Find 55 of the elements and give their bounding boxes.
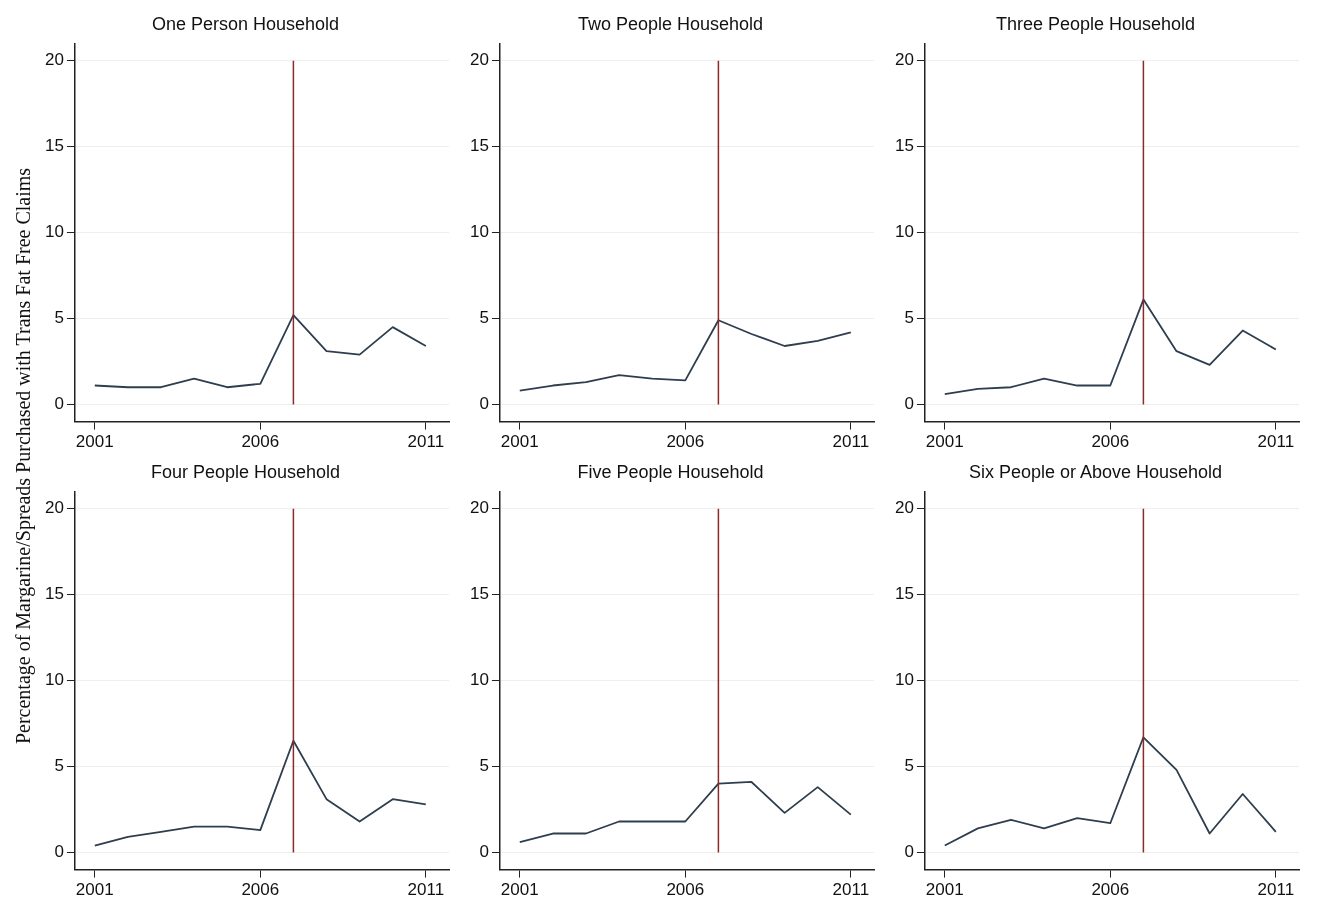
y-tick-label: 15 [894,136,914,156]
y-tick-label: 20 [469,498,489,518]
y-tick-label: 10 [894,222,914,242]
x-tick-label: 2006 [1091,880,1130,900]
y-tick-label: 15 [44,136,64,156]
y-tick-label: 5 [54,308,64,328]
y-tick-label: 5 [479,308,489,328]
y-tick-label: 10 [894,670,914,690]
y-tick-label: 0 [479,394,489,414]
y-tick-label: 5 [904,756,914,776]
chart-title: Five People Household [577,461,764,482]
y-tick-label: 15 [44,584,64,604]
x-tick-label: 2011 [1257,880,1295,900]
x-tick-label: 2011 [1257,432,1295,452]
y-tick-label: 5 [54,756,64,776]
y-tick-label: 10 [469,222,489,242]
x-tick-label: 2006 [1091,432,1130,452]
y-tick-label: 0 [479,842,489,862]
y-tick-label: 5 [904,308,914,328]
x-tick-label: 2011 [407,880,445,900]
x-tick-label: 2006 [666,880,705,900]
y-tick-label: 0 [904,842,914,862]
y-tick-label: 15 [469,136,489,156]
x-tick-label: 2001 [75,432,114,452]
y-tick-label: 10 [44,222,64,242]
chart-title: Three People Household [995,13,1196,34]
y-axis-title: Percentage of Margarine/Spreads Purchased with Trans Fat Free Claims [11,167,35,745]
y-tick-label: 20 [894,498,914,518]
y-tick-label: 10 [469,670,489,690]
y-tick-label: 10 [44,670,64,690]
y-tick-label: 15 [894,584,914,604]
y-tick-label: 5 [479,756,489,776]
y-tick-label: 0 [904,394,914,414]
x-tick-label: 2006 [241,880,280,900]
x-tick-label: 2006 [241,432,280,452]
y-tick-label: 15 [469,584,489,604]
x-tick-label: 2011 [832,880,870,900]
x-tick-label: 2011 [832,432,870,452]
chart-title: Four People Household [150,461,341,482]
y-tick-label: 20 [469,50,489,70]
chart-title: Six People or Above Household [968,461,1223,482]
y-tick-label: 0 [54,394,64,414]
x-tick-label: 2001 [500,432,539,452]
x-tick-label: 2006 [666,432,705,452]
x-tick-label: 2011 [407,432,445,452]
x-tick-label: 2001 [75,880,114,900]
y-tick-label: 20 [44,50,64,70]
chart-title: Two People Household [577,13,764,34]
x-tick-label: 2001 [925,432,964,452]
x-tick-label: 2001 [925,880,964,900]
y-tick-label: 0 [54,842,64,862]
y-tick-label: 20 [44,498,64,518]
x-tick-label: 2001 [500,880,539,900]
chart-title: One Person Household [151,13,340,34]
y-tick-label: 20 [894,50,914,70]
